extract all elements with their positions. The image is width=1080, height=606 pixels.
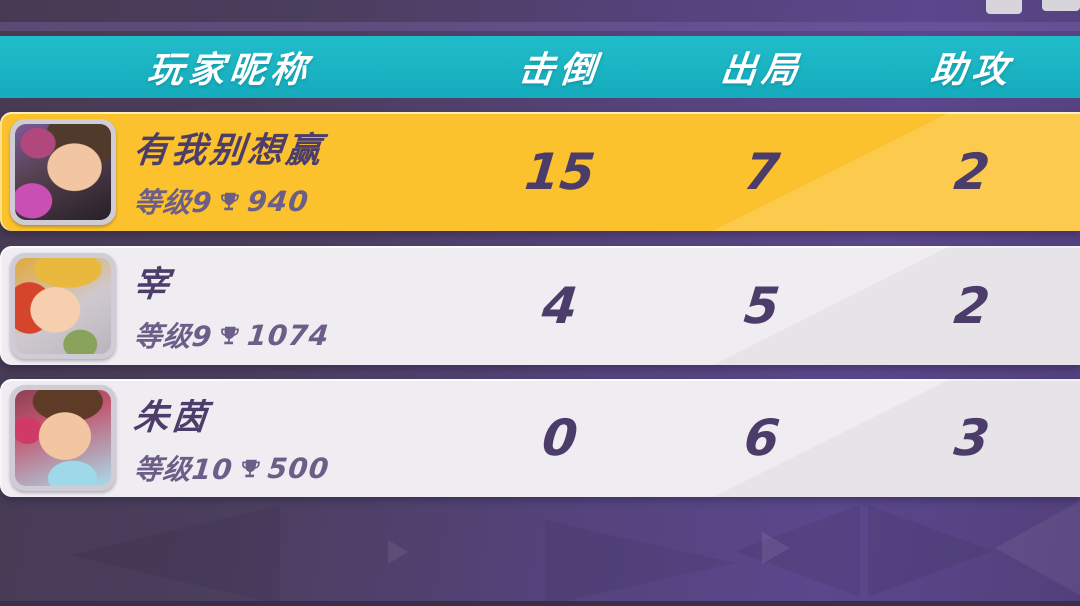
cropped-ui-fragment [986,0,1022,14]
eliminations-value: 5 [741,276,783,335]
trophy-icon [218,325,241,346]
avatar [15,123,111,220]
player-level: 等级10 [132,452,235,486]
player-trophy-count: 500 [266,451,332,484]
player-info: 宰 等级9 1074 [131,256,332,355]
avatar-frame [10,118,116,225]
player-name: 宰 [131,265,174,305]
assists-value: 2 [951,142,993,201]
player-sub-info: 等级10 500 [132,448,332,488]
knockdowns-value: 15 [522,142,598,201]
background-pattern-triangle [735,505,860,597]
cropped-ui-fragment [1042,0,1080,11]
player-level: 等级9 [132,320,215,353]
avatar-frame [10,385,116,491]
background-pattern-triangle [545,520,735,606]
assists-value: 3 [951,409,993,467]
background-pattern-triangle [995,498,1080,598]
player-trophy-count: 1074 [245,318,332,352]
player-info: 朱茵 等级10 500 [131,389,332,488]
top-band-stripe [0,22,1080,31]
player-cell: 宰 等级9 1074 [0,252,460,359]
player-row[interactable]: 有我别想赢 等级9 940 15 7 2 [0,112,1080,231]
trophy-icon [239,457,262,478]
column-header-eliminations: 出局 [718,50,805,91]
background-pattern-triangle [868,505,993,597]
avatar [15,390,111,486]
knockdowns-value: 0 [539,409,581,467]
avatar-frame [10,252,116,359]
player-name: 有我别想赢 [131,131,326,171]
player-sub-info: 等级9 1074 [132,315,332,355]
player-level: 等级9 [132,186,215,219]
player-sub-info: 等级9 940 [132,181,326,221]
player-info: 有我别想赢 等级9 940 [131,122,326,221]
player-cell: 有我别想赢 等级9 940 [0,118,460,225]
player-row[interactable]: 朱茵 等级10 500 0 6 3 [0,379,1080,497]
eliminations-value: 6 [741,409,783,467]
assists-value: 2 [951,276,993,335]
column-header-assists: 助攻 [928,50,1015,91]
background-pattern-triangle [388,540,408,564]
column-header-nickname: 玩家昵称 [145,50,314,91]
player-name: 朱茵 [131,397,212,438]
column-header-knockdowns: 击倒 [516,50,603,91]
player-cell: 朱茵 等级10 500 [0,385,460,491]
bottom-edge-strip [0,601,1080,606]
eliminations-value: 7 [741,142,783,201]
scoreboard-header: 玩家昵称 击倒 出局 助攻 [0,36,1080,98]
background-pattern-triangle [70,505,280,605]
knockdowns-value: 4 [539,276,581,335]
avatar [15,257,111,354]
player-trophy-count: 940 [245,184,311,218]
trophy-icon [218,191,241,212]
player-row[interactable]: 宰 等级9 1074 4 5 2 [0,246,1080,365]
